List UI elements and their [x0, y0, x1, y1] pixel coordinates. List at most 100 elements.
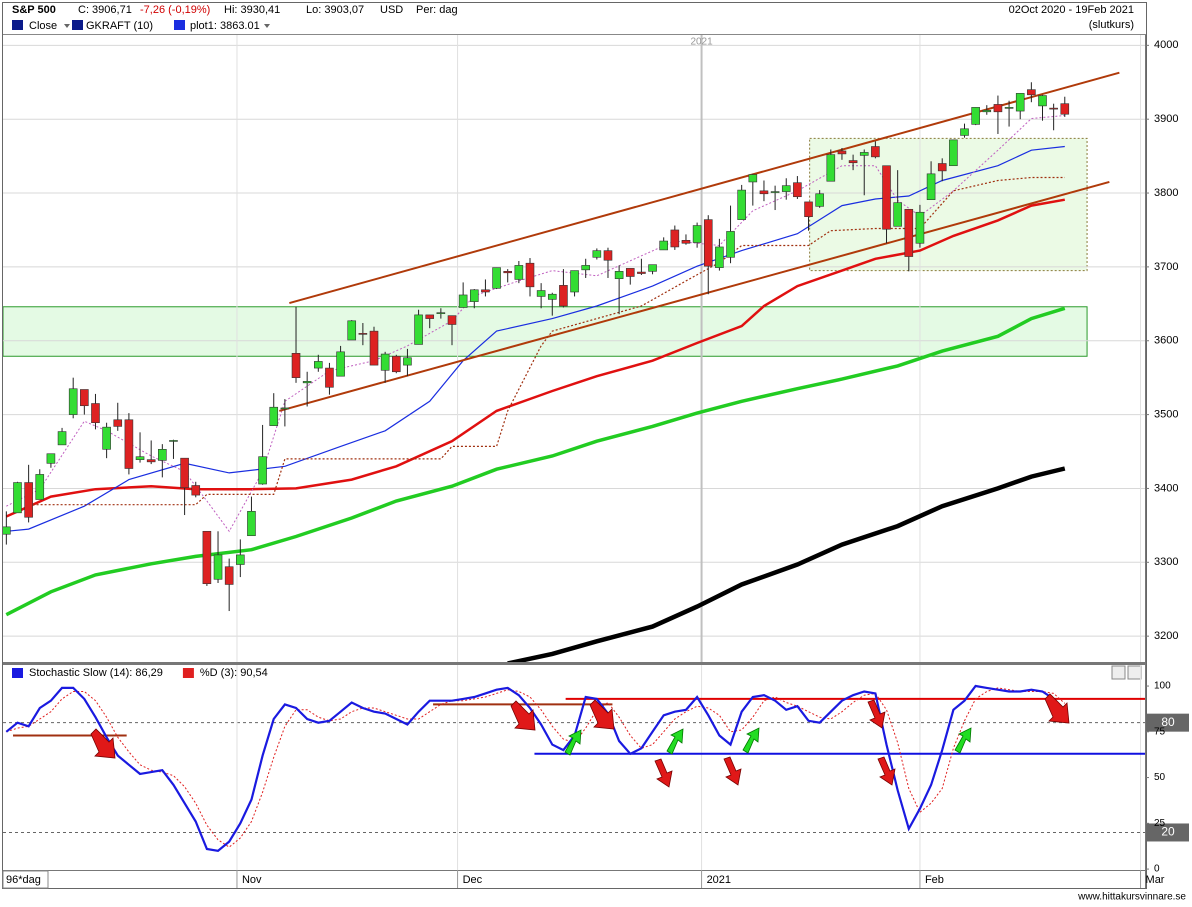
- y-tick-label: 3300: [1154, 556, 1178, 568]
- candle-body: [960, 128, 969, 136]
- candle-body: [191, 485, 201, 496]
- y-tick-label: 25: [1154, 818, 1166, 829]
- candle-body: [68, 388, 78, 415]
- tool-icon[interactable]: [1111, 665, 1126, 680]
- y-tick-label: 100: [1154, 681, 1171, 692]
- zone: [3, 306, 1088, 357]
- tool-icon[interactable]: [1127, 665, 1142, 680]
- legend-item[interactable]: GKRAFT (10): [86, 20, 153, 32]
- x-tick-label: Dec: [463, 874, 483, 886]
- candle-body: [291, 353, 301, 378]
- candle-body: [681, 240, 691, 244]
- reference-box: [1147, 713, 1189, 732]
- candle-body: [458, 294, 468, 308]
- candle-body: [603, 250, 613, 261]
- y-tick-label: 3800: [1154, 187, 1178, 199]
- axes: 3200 3300 3400 3500 3600 3700 3800 3900 4000 80 20…: [12, 39, 1189, 888]
- reference-label: 20: [1161, 825, 1175, 839]
- candle-body: [135, 456, 145, 460]
- x-note-box: [2, 870, 49, 889]
- x-note: 96*dag: [6, 874, 41, 886]
- candle-body: [102, 426, 111, 450]
- candle-body: [692, 225, 702, 243]
- candle-body: [759, 190, 769, 195]
- candle-body: [859, 152, 869, 156]
- candle-body: [815, 193, 824, 207]
- candle-body: [414, 314, 423, 345]
- candle-body: [514, 265, 524, 280]
- candle-body: [547, 293, 557, 300]
- dropdown-arrow[interactable]: [64, 24, 70, 28]
- watermark: www.hittakursvinnare.se: [1077, 892, 1186, 902]
- candle-body: [1038, 95, 1047, 107]
- buy-arrow: [564, 729, 582, 756]
- candle-body: [403, 357, 412, 366]
- candle-body: [391, 355, 401, 373]
- y-tick-label: 3500: [1154, 409, 1178, 421]
- close-value: C: 3906,71: [78, 4, 132, 16]
- candle-body: [146, 459, 156, 463]
- candle-body: [781, 185, 791, 192]
- sell-arrow: [877, 756, 896, 786]
- price-panel: 2021: [3, 35, 1145, 662]
- reference-label: 80: [1161, 715, 1175, 729]
- candle-body: [224, 566, 234, 585]
- sell-arrow: [1044, 693, 1070, 724]
- change-value: -7,26 (-0,19%): [140, 4, 210, 16]
- candle-body: [592, 250, 602, 258]
- x-tick-label: Feb: [925, 874, 944, 886]
- candle-body: [13, 482, 22, 514]
- candle-body: [804, 201, 813, 217]
- candle-body: [848, 160, 858, 164]
- y-tick-label: 3600: [1154, 335, 1178, 347]
- moving-average: [5, 306, 1066, 617]
- legend-label: %D (3): 90,54: [200, 667, 268, 679]
- frame: [2, 2, 1147, 889]
- candle-body: [770, 191, 780, 193]
- candle-body: [492, 267, 501, 289]
- candle-body: [837, 150, 847, 155]
- y-tick-label: 50: [1154, 772, 1166, 783]
- currency: USD: [380, 4, 403, 16]
- trendline: [289, 71, 1120, 305]
- sell-arrow: [654, 758, 673, 788]
- legend-label: Stochastic Slow (14): 86,29: [29, 667, 163, 679]
- x-tick-label: Mar: [1146, 874, 1165, 886]
- candle-body: [793, 182, 802, 198]
- candle-body: [971, 107, 980, 125]
- candle-body: [481, 289, 490, 293]
- candle-body: [247, 511, 256, 537]
- stochastic-panel: [3, 665, 1145, 870]
- candle-body: [269, 406, 279, 426]
- candle-body: [1049, 107, 1058, 110]
- moving-average: [28, 176, 1065, 506]
- legend-swatch[interactable]: [72, 20, 83, 30]
- candle-body: [302, 381, 312, 384]
- candle-body: [169, 440, 178, 442]
- candle-body: [3, 526, 11, 535]
- legend-swatch[interactable]: [174, 20, 185, 30]
- legend-swatch[interactable]: [12, 20, 23, 30]
- candle-body: [659, 240, 668, 251]
- annotation-arrows: [90, 693, 1070, 788]
- candle-body: [213, 554, 223, 580]
- legend-item[interactable]: plot1: 3863.01: [190, 20, 260, 32]
- candle-body: [904, 208, 914, 257]
- candle-body: [236, 554, 245, 565]
- candle-body: [91, 403, 100, 424]
- candle-body: [949, 139, 958, 167]
- candle-body: [937, 163, 947, 172]
- candle-body: [670, 229, 680, 248]
- buy-arrow: [742, 727, 760, 754]
- candle-body: [436, 312, 446, 314]
- legend-item[interactable]: Close: [29, 20, 57, 32]
- y-tick-label: 4000: [1154, 39, 1178, 51]
- dropdown-arrow[interactable]: [264, 24, 270, 28]
- year-label: 2021: [690, 37, 713, 48]
- candle-body: [982, 110, 992, 113]
- date-range: 02Oct 2020 - 19Feb 2021: [1009, 4, 1134, 16]
- candle-body: [280, 407, 290, 410]
- y-tick-label: 3900: [1154, 113, 1178, 125]
